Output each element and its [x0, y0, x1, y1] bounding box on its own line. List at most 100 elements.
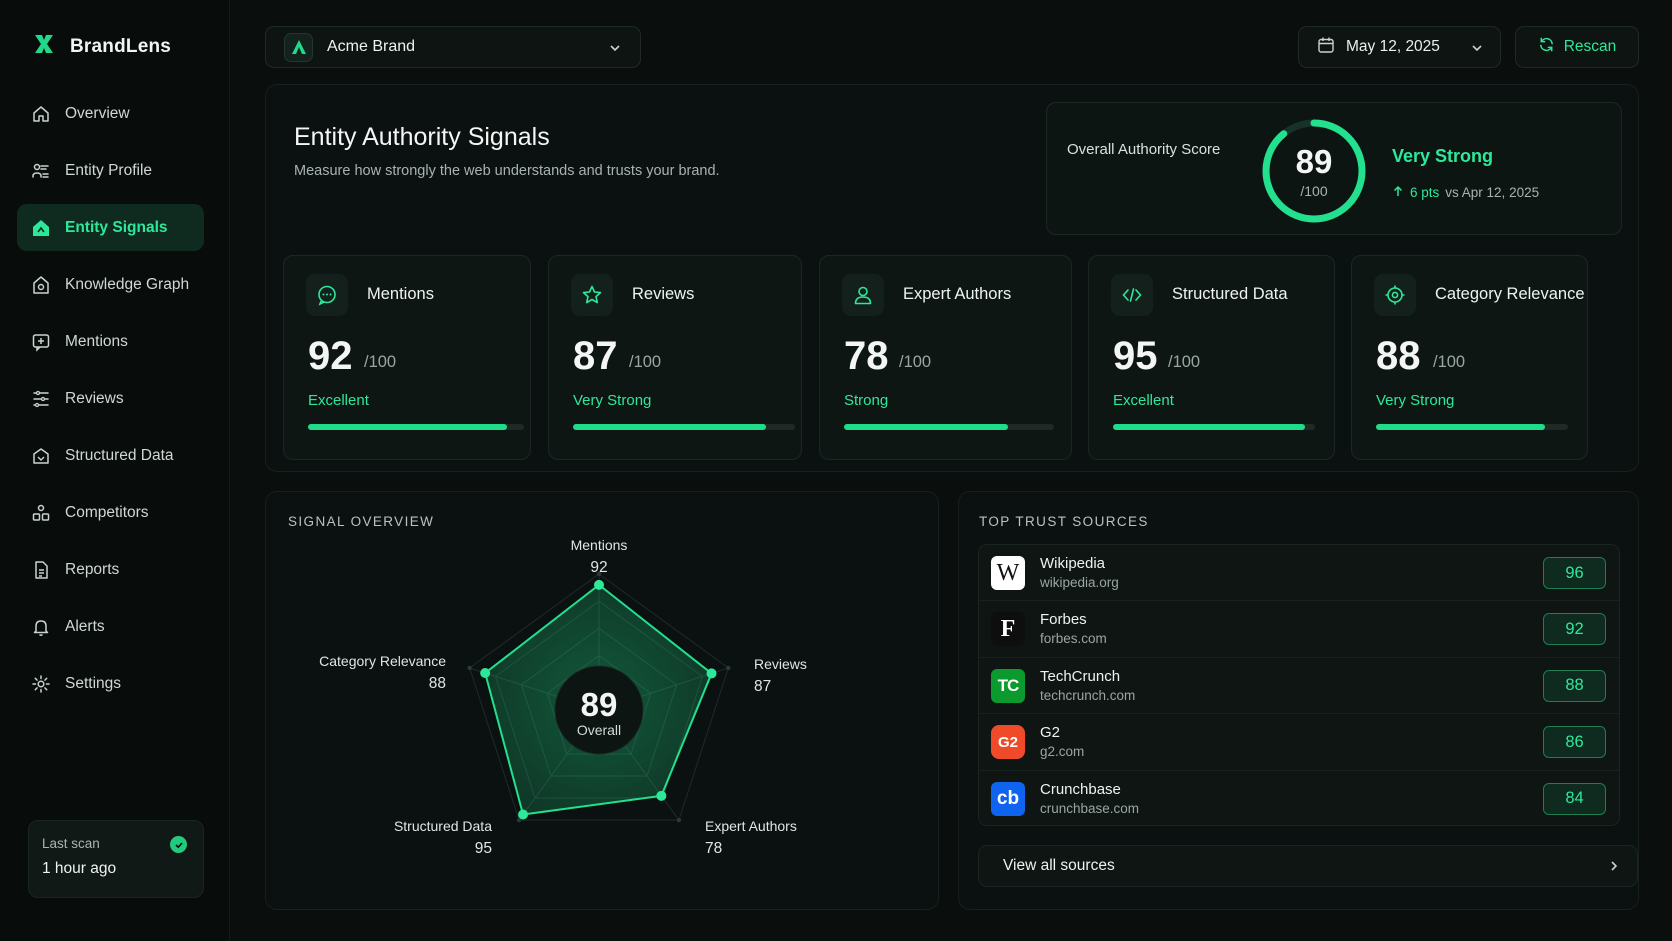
sidebar-item-label: Knowledge Graph	[65, 275, 190, 293]
crunchbase-logo-icon: cb	[991, 781, 1025, 816]
sidebar-item-reports[interactable]: Reports	[17, 546, 204, 593]
sidebar-item-mentions[interactable]: Mentions	[17, 318, 204, 365]
rescan-label: Rescan	[1563, 38, 1617, 55]
sidebar-item-overview[interactable]: Overview	[17, 90, 204, 137]
metric-card-expert-authors[interactable]: Expert Authors 78 /100 Strong	[819, 255, 1072, 460]
date-picker[interactable]: May 12, 2025	[1298, 26, 1501, 68]
metric-denominator: /100	[629, 353, 662, 371]
last-scan-card: Last scan 1 hour ago	[28, 820, 204, 898]
source-name: TechCrunch	[1040, 667, 1121, 685]
report-icon	[35, 560, 48, 579]
metric-value: 92	[308, 334, 353, 378]
signal-overview-panel: SIGNAL OVERVIEW 89 Overall Mentions 92 R…	[265, 491, 939, 910]
radar-chart: 89 Overall Mentions 92 Reviews 87 Expert…	[319, 537, 807, 857]
metric-progress-bar	[844, 424, 1054, 430]
sidebar-item-label: Entity Signals	[65, 218, 168, 236]
radar-axis-value: 87	[754, 678, 771, 695]
radar-center-badge	[554, 665, 644, 755]
metric-denominator: /100	[1433, 353, 1466, 371]
radar-data-point[interactable]	[594, 579, 604, 590]
radar-data-point[interactable]	[706, 668, 717, 679]
structured-icon	[33, 447, 49, 464]
list-item[interactable]: cb Crunchbase crunchbase.com 84	[979, 770, 1619, 825]
source-score-badge: 96	[1543, 557, 1606, 589]
radar-data-point[interactable]	[518, 809, 529, 820]
last-scan-label: Last scan	[42, 836, 100, 851]
calendar-icon	[1317, 36, 1335, 59]
sidebar-item-label: Competitors	[65, 503, 149, 521]
metric-card-mentions[interactable]: Mentions 92 /100 Excellent	[283, 255, 531, 460]
metric-status: Very Strong	[1376, 392, 1455, 409]
trust-sources-panel: TOP TRUST SOURCES W Wikipedia wikipedia.…	[958, 491, 1639, 910]
source-name: G2	[1040, 724, 1061, 742]
source-score-badge: 84	[1543, 782, 1606, 815]
metric-title: Structured Data	[1172, 285, 1288, 303]
radar-data-point[interactable]	[480, 668, 491, 679]
brand-select[interactable]: Acme Brand	[265, 26, 641, 68]
page-subtitle: Measure how strongly the web understands…	[294, 163, 720, 179]
score-ring-progress	[1262, 119, 1366, 223]
metric-card-structured-data[interactable]: Structured Data 95 /100 Excellent	[1088, 255, 1335, 460]
star-icon	[571, 274, 613, 316]
overall-score-card: Overall Authority Score 89 /100 Very Str…	[1046, 102, 1622, 235]
metric-progress-fill	[573, 424, 767, 430]
source-name: Wikipedia	[1040, 555, 1106, 572]
radar-data-point[interactable]	[656, 790, 667, 801]
radar-grid-ring	[469, 573, 729, 821]
list-item[interactable]: W Wikipedia wikipedia.org 96	[979, 545, 1619, 602]
metric-title: Reviews	[632, 285, 695, 303]
brand-avatar-icon	[284, 32, 313, 62]
sidebar-item-settings[interactable]: Settings	[17, 660, 204, 707]
date-value: May 12, 2025	[1346, 38, 1440, 55]
metric-status: Very Strong	[573, 392, 652, 409]
source-domain: g2.com	[1040, 744, 1085, 760]
rescan-button[interactable]: Rescan	[1515, 26, 1639, 68]
sidebar-item-label: Alerts	[65, 617, 105, 635]
overall-score-value: 89	[1295, 143, 1333, 180]
metric-progress-fill	[308, 424, 507, 430]
sidebar-item-label: Reports	[65, 560, 120, 578]
list-item[interactable]: TC TechCrunch techcrunch.com 88	[979, 657, 1619, 715]
metric-progress-fill	[1113, 424, 1305, 430]
mention-icon	[32, 333, 50, 352]
metric-status: Excellent	[308, 392, 369, 409]
sidebar-item-entity-signals[interactable]: Entity Signals	[17, 204, 204, 251]
radar-axis-end	[516, 817, 522, 823]
view-all-label: View all sources	[1003, 857, 1115, 874]
sidebar-item-knowledge-graph[interactable]: Knowledge Graph	[17, 261, 204, 308]
sidebar-item-competitors[interactable]: Competitors	[17, 489, 204, 536]
overall-score-denominator: /100	[1300, 183, 1328, 199]
sidebar-nav: Overview Entity Profile Entity Signals K…	[17, 90, 204, 717]
target-icon	[1374, 274, 1416, 316]
sidebar-item-alerts[interactable]: Alerts	[17, 603, 204, 650]
metric-status: Strong	[844, 392, 889, 409]
sidebar-item-label: Mentions	[65, 332, 128, 350]
app-name: BrandLens	[70, 35, 172, 57]
brand-logo[interactable]: BrandLens	[32, 32, 171, 61]
trust-sources-list: W Wikipedia wikipedia.org 96 F Forbes fo…	[978, 544, 1620, 826]
gear-icon	[32, 674, 50, 693]
entity-authority-section: Entity Authority Signals Measure how str…	[265, 84, 1639, 472]
chevron-right-icon	[1607, 859, 1621, 878]
list-item[interactable]: F Forbes forbes.com 92	[979, 601, 1619, 658]
sidebar-item-reviews[interactable]: Reviews	[17, 375, 204, 422]
metric-card-category-relevance[interactable]: Category Relevance 88 /100 Very Strong	[1351, 255, 1588, 460]
overall-score-label: Overall Authority Score	[1067, 141, 1221, 158]
source-domain: forbes.com	[1040, 631, 1107, 647]
sidebar-item-structured-data[interactable]: Structured Data	[17, 432, 204, 479]
list-item[interactable]: G2 G2 g2.com 86	[979, 714, 1619, 771]
metric-value: 87	[573, 334, 618, 378]
radar-center-label: Overall	[577, 722, 621, 738]
metric-progress-bar	[573, 424, 795, 430]
metric-card-reviews[interactable]: Reviews 87 /100 Very Strong	[548, 255, 802, 460]
view-all-sources-button[interactable]: View all sources	[978, 845, 1638, 887]
source-score-badge: 86	[1543, 726, 1606, 759]
check-icon	[170, 836, 187, 853]
radar-axis-value: 95	[475, 840, 492, 857]
metric-denominator: /100	[899, 353, 932, 371]
metric-progress-fill	[1376, 424, 1545, 430]
sidebar-item-entity-profile[interactable]: Entity Profile	[17, 147, 204, 194]
score-delta: 6 pts vs Apr 12, 2025	[1392, 185, 1539, 200]
trust-sources-title: TOP TRUST SOURCES	[979, 514, 1149, 529]
radar-axis-value: 78	[705, 840, 722, 857]
